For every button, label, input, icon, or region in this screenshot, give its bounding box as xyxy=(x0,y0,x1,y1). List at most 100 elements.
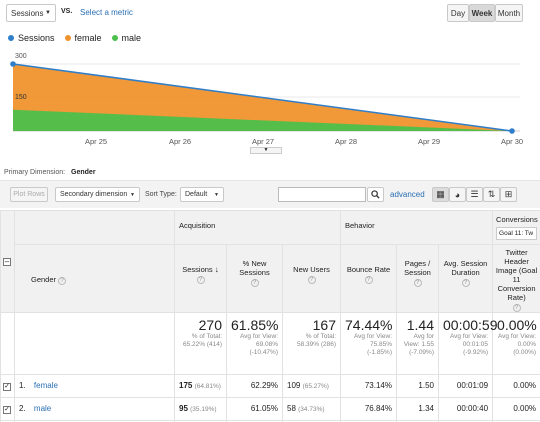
total-sub: Avg for View: 75.85% (-1.85%) xyxy=(353,333,392,356)
conversions-group-header: Conversions Goal 11: Tw xyxy=(492,210,540,245)
behavior-label: Behavior xyxy=(345,221,375,230)
search-icon xyxy=(371,190,380,199)
bounce-rate-column-header[interactable]: Bounce Rate ? xyxy=(340,244,397,313)
chevron-down-icon: ▼ xyxy=(214,191,219,198)
total-value: 167 xyxy=(312,317,336,333)
total-sub: Avg for View: 00:01:05 (-9.92%) xyxy=(449,333,489,356)
row-new-users-value: 58 xyxy=(287,404,296,413)
row-bounce-rate: 76.84% xyxy=(340,397,397,421)
help-icon[interactable]: ? xyxy=(196,276,205,284)
help-icon[interactable]: ? xyxy=(512,304,521,312)
row-new-sessions: 62.29% xyxy=(226,374,283,398)
pages-session-column-header[interactable]: Pages / Session ? xyxy=(396,244,439,313)
plot-rows-button[interactable]: Plot Rows xyxy=(10,187,48,202)
x-tick-label: Apr 25 xyxy=(85,137,107,146)
legend-item-sessions[interactable]: Sessions xyxy=(8,33,55,43)
total-new-users: 167 % of Total: 58.39% (286) xyxy=(282,312,341,375)
help-icon[interactable]: ? xyxy=(307,276,316,284)
new-sessions-column-header[interactable]: % New Sessions ? xyxy=(226,244,283,313)
week-button[interactable]: Week xyxy=(469,4,495,22)
top-bar: Sessions ▼ VS. Select a metric Day Week … xyxy=(0,0,540,28)
gender-header-label: Gender xyxy=(31,275,57,284)
pages-session-header-label: Pages / Session xyxy=(404,259,431,277)
total-sub: Avg for View: 1.55 (-7.09%) xyxy=(403,333,434,356)
help-icon[interactable]: ? xyxy=(364,276,373,284)
select-all-checkbox[interactable]: – xyxy=(3,257,11,266)
advanced-link[interactable]: advanced xyxy=(390,190,425,199)
chart-resize-handle[interactable]: ▼ xyxy=(250,147,282,154)
metric-select[interactable]: Sessions ▼ xyxy=(6,4,56,22)
row-sessions-pct: (35.19%) xyxy=(190,406,217,413)
total-avg-duration: 00:00:59 Avg for View: 00:01:05 (-9.92%) xyxy=(437,312,498,375)
goal-select-value: Goal 11: Tw xyxy=(499,230,534,237)
help-icon[interactable]: ? xyxy=(58,277,67,285)
pie-view-icon[interactable]: ◕ xyxy=(449,187,466,202)
total-value: 00:00:59 xyxy=(443,317,498,333)
sessions-column-header[interactable]: Sessions ↓ ? xyxy=(174,244,227,313)
secondary-dimension-label: Secondary dimension xyxy=(60,191,128,198)
comparison-view-icon[interactable]: ⇅ xyxy=(483,187,500,202)
total-value: 270 xyxy=(198,317,222,333)
total-bounce-rate: 74.44% Avg for View: 75.85% (-1.85%) xyxy=(340,312,397,375)
new-users-header-label: New Users xyxy=(293,265,330,274)
goal-select[interactable]: Goal 11: Tw xyxy=(496,227,538,240)
total-sub: Avg for View: 69.08% (-10.47%) xyxy=(239,333,278,356)
dot-icon xyxy=(8,35,14,41)
day-button[interactable]: Day xyxy=(447,4,469,22)
sort-type-select[interactable]: Default ▼ xyxy=(180,187,224,202)
row-index: 1. xyxy=(19,381,26,390)
secondary-dimension-select[interactable]: Secondary dimension ▼ xyxy=(55,187,140,202)
acquisition-group-header: Acquisition xyxy=(174,210,341,245)
row-checkbox-cell: ✓ xyxy=(0,397,15,421)
chart-annotation: 150 xyxy=(15,94,27,101)
help-icon[interactable]: ? xyxy=(461,279,470,287)
row-new-users: 58 (34.73%) xyxy=(282,397,341,421)
legend-item-male[interactable]: male xyxy=(111,33,141,43)
pivot-view-icon[interactable]: ⊞ xyxy=(500,187,517,202)
total-sessions: 270 % of Total: 65.22% (414) xyxy=(174,312,227,375)
total-sub: Avg for View: 0.00% (0.00%) xyxy=(497,333,537,356)
point-sessions xyxy=(509,128,515,134)
area-male xyxy=(13,109,512,131)
row-dimension-cell: 2. male xyxy=(14,397,175,421)
point-sessions xyxy=(10,61,16,67)
row-avg-duration: 00:01:09 xyxy=(437,374,494,398)
table-view-icon[interactable]: ▦ xyxy=(432,187,449,202)
new-sessions-header-label: % New Sessions xyxy=(239,259,270,277)
search-button[interactable] xyxy=(367,187,384,202)
gender-column-header[interactable]: Gender ? xyxy=(14,244,175,313)
conversion-rate-column-header[interactable]: Twitter Header Image (Goal 11 Conversion… xyxy=(492,244,540,313)
metric-select-label: Sessions xyxy=(11,8,44,18)
row-dimension-link[interactable]: female xyxy=(33,381,58,390)
total-sub: % of Total: 65.22% (414) xyxy=(182,333,222,348)
performance-view-icon[interactable]: ☰ xyxy=(466,187,483,202)
period-toggle: Day Week Month xyxy=(447,4,523,22)
row-avg-duration: 00:00:40 xyxy=(437,397,494,421)
month-button[interactable]: Month xyxy=(495,4,523,22)
header-spacer-dim xyxy=(14,210,175,245)
table-search-input[interactable] xyxy=(278,187,366,202)
total-value: 61.85% xyxy=(231,317,279,333)
total-value: 74.44% xyxy=(345,317,393,333)
new-users-column-header[interactable]: New Users ? xyxy=(282,244,341,313)
dot-icon xyxy=(111,35,118,41)
x-tick-label: Apr 30 xyxy=(501,137,523,146)
row-sessions-value: 175 xyxy=(179,381,193,390)
row-checkbox[interactable]: ✓ xyxy=(3,406,11,414)
row-checkbox[interactable]: ✓ xyxy=(3,383,11,391)
x-tick-label: Apr 29 xyxy=(418,137,440,146)
sort-arrow-icon: ↓ xyxy=(214,265,219,274)
select-metric-link[interactable]: Select a metric xyxy=(80,8,133,17)
legend-item-female[interactable]: female xyxy=(64,33,102,43)
help-icon[interactable]: ? xyxy=(250,279,259,287)
total-value: 1.44 xyxy=(406,317,434,333)
row-dimension-link[interactable]: male xyxy=(33,404,52,413)
help-icon[interactable]: ? xyxy=(413,279,422,287)
avg-duration-column-header[interactable]: Avg. Session Duration ? xyxy=(437,244,494,313)
chevron-down-icon: ▼ xyxy=(130,191,135,198)
sessions-header-label: Sessions xyxy=(182,265,213,274)
table-row-empty xyxy=(0,420,540,422)
vs-label: VS. xyxy=(61,8,73,15)
totals-row: 270 % of Total: 65.22% (414) 61.85% Avg … xyxy=(0,312,540,375)
row-sessions: 175 (64.81%) xyxy=(174,374,227,398)
